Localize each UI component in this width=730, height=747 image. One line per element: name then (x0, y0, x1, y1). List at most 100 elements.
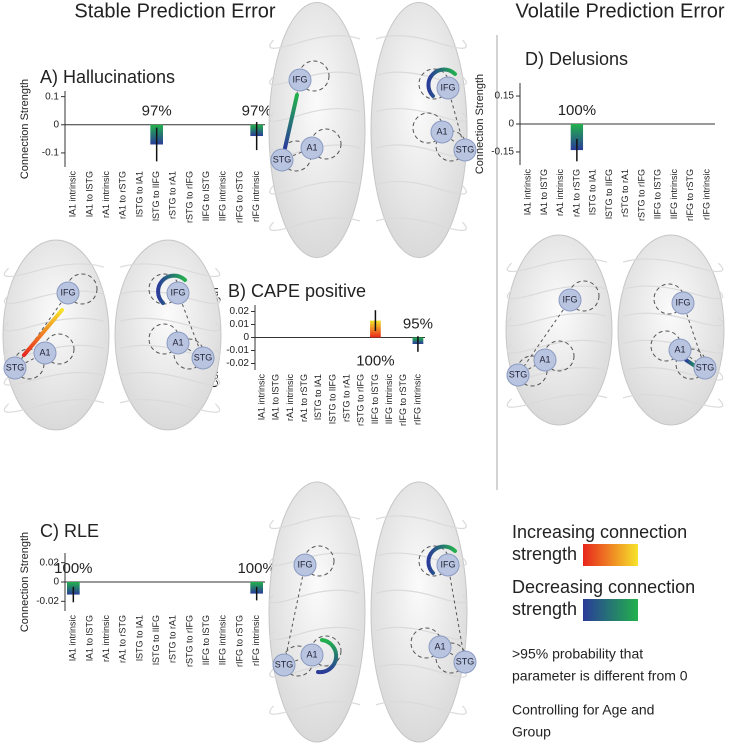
annotation: 100% (237, 560, 275, 577)
x-tick-label: rSTG to rA1 (341, 374, 351, 422)
gyrus (269, 108, 361, 122)
x-tick-label: lSTG to lA1 (588, 169, 598, 215)
y-axis-label: Connection Strength (19, 79, 31, 179)
gyrus (119, 290, 221, 305)
region-label: A1 (172, 337, 183, 347)
legend-label: strength (512, 599, 577, 619)
x-tick-label: lSTG to lA1 (134, 615, 144, 661)
region-node (166, 281, 190, 305)
bar (570, 124, 584, 151)
region-label: IFG (171, 287, 186, 297)
region-node (436, 76, 460, 100)
y-axis-label: Connection Strength (19, 532, 31, 632)
y-tick-label: -0.01 (226, 345, 249, 356)
annotation: 97% (142, 103, 172, 120)
connection (283, 564, 306, 666)
x-tick-label: lSTG to lIFG (151, 171, 161, 221)
region-label: A1 (39, 347, 50, 357)
x-tick-label: lIFG intrinsic (669, 169, 679, 220)
legend-note: >95% probability that (512, 646, 643, 662)
self-loop (568, 280, 600, 312)
connection (447, 564, 466, 663)
annotation: 100% (356, 352, 394, 369)
region-node (272, 653, 296, 677)
region-node (430, 120, 454, 144)
legend-note: Group (512, 724, 551, 740)
gyrus (375, 663, 467, 678)
region-label: IFG (293, 74, 308, 84)
x-tick-label: lSTG to lA1 (134, 171, 144, 217)
x-tick-label: lSTG to lIFG (327, 374, 337, 424)
gyrus (269, 35, 361, 49)
x-tick-label: rA1 to rSTG (571, 169, 581, 217)
gyrus (506, 394, 608, 408)
x-tick-label: rSTG to rA1 (168, 615, 178, 663)
connection (447, 87, 466, 151)
y-tick-label: -0.02 (36, 596, 59, 607)
self-loop (43, 333, 75, 365)
gyrus (119, 317, 221, 332)
self-loop (543, 340, 575, 372)
gyrus (269, 217, 361, 231)
region-label: IFG (61, 287, 76, 297)
x-tick-label: rIFG intrinsic (412, 374, 422, 426)
gyrus (269, 589, 361, 604)
region-node (300, 136, 324, 160)
y-tick-label: 0.01 (230, 319, 250, 330)
x-tick-label: lSTG to lA1 (313, 374, 323, 420)
x-tick-label: lA1 to lSTG (84, 615, 94, 661)
gyrus (506, 258, 608, 272)
x-tick-label: rA1 to rSTG (118, 171, 128, 219)
legend-note: Controlling for Age and (512, 702, 654, 718)
gyrus (269, 515, 361, 529)
x-tick-label: rIFG to rSTG (234, 615, 244, 667)
gyrus (506, 312, 608, 327)
y-tick-label: 0 (243, 332, 249, 343)
gyrus (622, 394, 724, 408)
self-loop (310, 635, 342, 667)
region-node (436, 553, 460, 577)
effect-arrow (316, 638, 339, 675)
x-tick-label: rIFG to rSTG (234, 171, 244, 223)
hemisphere (370, 2, 468, 258)
gyrus (119, 399, 221, 413)
region-node (453, 138, 477, 162)
region-label: A1 (306, 142, 317, 152)
y-axis-label: Connection Strength (474, 74, 486, 174)
effect-arrow (426, 544, 457, 575)
x-tick-label: rSTG to rA1 (620, 169, 630, 217)
region-label: STG (273, 154, 292, 164)
x-tick-label: lA1 intrinsic (523, 169, 533, 216)
gyrus (3, 399, 105, 413)
x-tick-label: lIFG to lSTG (201, 615, 211, 665)
self-loop (303, 545, 335, 577)
x-tick-label: lA1 to lSTG (84, 171, 94, 217)
x-tick-label: lIFG to lSTG (653, 169, 663, 219)
y-tick-label: 0.02 (230, 306, 250, 317)
x-tick-label: rIFG intrinsic (701, 169, 711, 221)
hemisphere (505, 234, 613, 426)
gyrus (3, 317, 105, 332)
gyrus (622, 285, 724, 300)
gyrus (375, 515, 467, 529)
x-tick-label: lIFG intrinsic (218, 171, 228, 222)
y-tick-label: 0 (508, 119, 514, 130)
y-tick-label: 0.02 (40, 557, 60, 568)
chart-title: C) RLE (40, 521, 99, 541)
hemisphere (114, 239, 222, 431)
x-tick-label: rA1 intrinsic (101, 615, 111, 663)
gyrus (506, 339, 608, 354)
region-node (288, 68, 312, 92)
hemisphere (268, 2, 366, 258)
x-tick-label: lIFG intrinsic (384, 374, 394, 425)
x-tick-label: rSTG to rA1 (168, 171, 178, 219)
x-tick-label: rA1 intrinsic (285, 374, 295, 422)
x-tick-label: lA1 intrinsic (68, 171, 78, 218)
gyrus (622, 312, 724, 327)
region-label: A1 (436, 126, 447, 136)
region-node (293, 553, 317, 577)
region-label: IFG (676, 297, 691, 307)
y-tick-label: 0 (53, 577, 59, 588)
region-label: A1 (539, 354, 550, 364)
